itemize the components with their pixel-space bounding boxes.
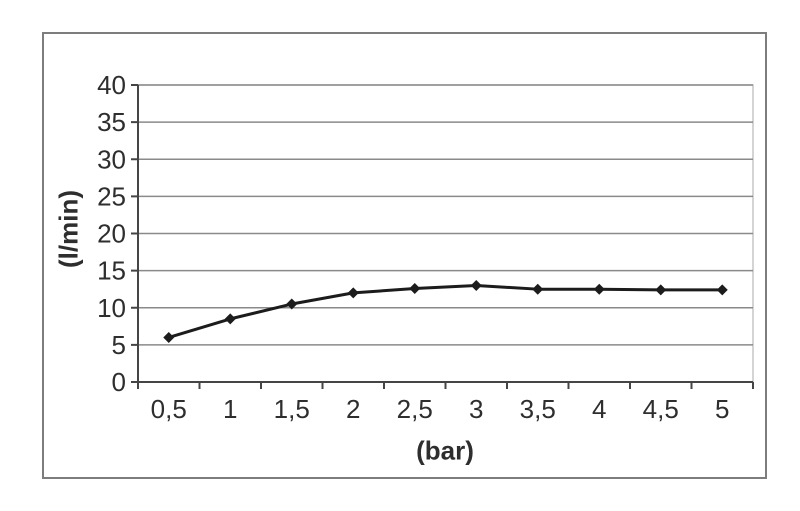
- data-point-marker: [224, 313, 236, 325]
- data-point-marker: [347, 287, 359, 299]
- data-point-marker: [286, 298, 298, 310]
- x-tick-label: 3: [469, 394, 483, 424]
- y-tick-label: 0: [112, 367, 126, 397]
- y-tick-label: 35: [97, 107, 126, 137]
- data-point-marker: [532, 283, 544, 295]
- chart-frame: [42, 32, 767, 479]
- x-tick-label: 2: [346, 394, 360, 424]
- x-tick-label: 2,5: [397, 394, 433, 424]
- y-tick-label: 5: [112, 330, 126, 360]
- data-point-marker: [470, 279, 482, 291]
- x-axis-title: (bar): [416, 435, 474, 466]
- series-line: [167, 283, 724, 339]
- data-point-marker: [163, 331, 175, 343]
- y-tick-label: 40: [97, 70, 126, 100]
- y-tick-label: 30: [97, 144, 126, 174]
- data-point-marker: [593, 283, 605, 295]
- x-tick-label: 0,5: [151, 394, 187, 424]
- data-point-marker: [716, 284, 728, 296]
- x-tick-label: 4: [592, 394, 606, 424]
- x-tick-label: 5: [715, 394, 729, 424]
- x-tick-label: 1: [223, 394, 237, 424]
- y-axis-title: (l/min): [53, 190, 84, 268]
- y-tick-label: 15: [97, 256, 126, 286]
- y-tick-label: 20: [97, 219, 126, 249]
- y-tick-label: 25: [97, 181, 126, 211]
- x-tick-label: 4,5: [643, 394, 679, 424]
- x-tick-label: 1,5: [274, 394, 310, 424]
- data-point-marker: [655, 284, 667, 296]
- data-point-marker: [409, 282, 421, 294]
- x-tick-label: 3,5: [520, 394, 556, 424]
- y-tick-label: 10: [97, 293, 126, 323]
